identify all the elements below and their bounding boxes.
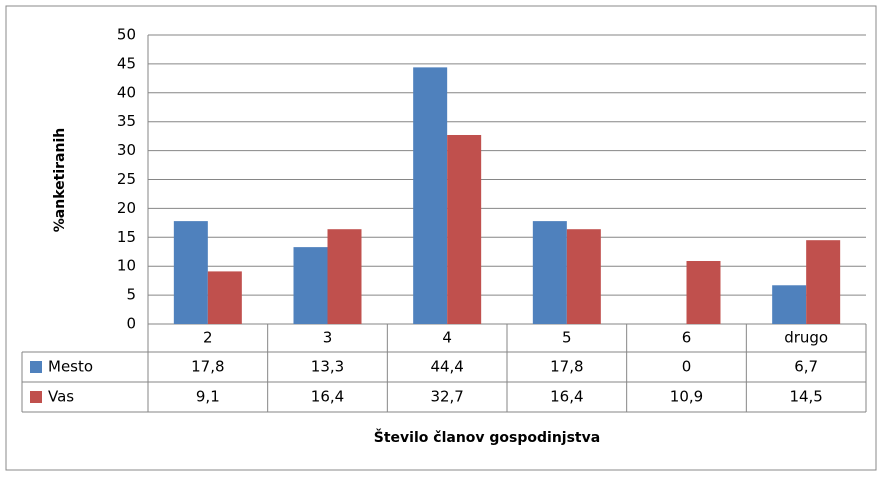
x-axis-title: Število članov gospodinjstva	[374, 428, 600, 446]
value-label: 13,3	[311, 358, 344, 376]
value-label: 0	[682, 358, 692, 376]
value-label: 17,8	[191, 358, 224, 376]
value-label: 6,7	[794, 358, 818, 376]
value-label: 44,4	[430, 358, 463, 376]
legend-label: Vas	[48, 388, 74, 406]
value-label: 17,8	[550, 358, 583, 376]
y-tick-label: 50	[117, 26, 136, 44]
bar	[293, 247, 328, 324]
x-tick-label: 5	[562, 329, 572, 347]
x-tick-label: drugo	[784, 329, 828, 347]
x-tick-label: 3	[323, 329, 333, 347]
bar	[413, 67, 448, 325]
y-tick-label: 15	[117, 228, 136, 246]
y-tick-label: 0	[126, 315, 136, 333]
y-tick-label: 30	[117, 141, 136, 159]
bar	[327, 229, 362, 324]
y-tick-label: 25	[117, 170, 136, 188]
y-tick-label: 40	[117, 83, 136, 101]
bar	[566, 229, 601, 324]
legend-swatch	[30, 391, 42, 403]
value-label: 10,9	[670, 388, 703, 406]
bar	[447, 134, 482, 324]
y-tick-label: 10	[117, 257, 136, 275]
y-tick-label: 5	[126, 286, 136, 304]
value-label: 32,7	[430, 388, 463, 406]
value-label: 16,4	[311, 388, 344, 406]
bar	[532, 221, 567, 324]
bar	[806, 240, 841, 324]
y-tick-label: 35	[117, 112, 136, 130]
value-label: 16,4	[550, 388, 583, 406]
y-axis-title: %anketiranih	[52, 128, 68, 232]
y-tick-label: 45	[117, 54, 136, 72]
value-label: 14,5	[789, 388, 822, 406]
x-tick-label: 6	[682, 329, 692, 347]
legend-label: Mesto	[48, 358, 93, 376]
y-tick-label: 20	[117, 199, 136, 217]
legend-swatch	[30, 361, 42, 373]
value-label: 9,1	[196, 388, 220, 406]
x-tick-label: 2	[203, 329, 213, 347]
x-tick-label: 4	[442, 329, 452, 347]
bar	[207, 271, 242, 324]
bar	[686, 260, 721, 324]
bar	[173, 221, 208, 324]
bar	[772, 285, 807, 324]
